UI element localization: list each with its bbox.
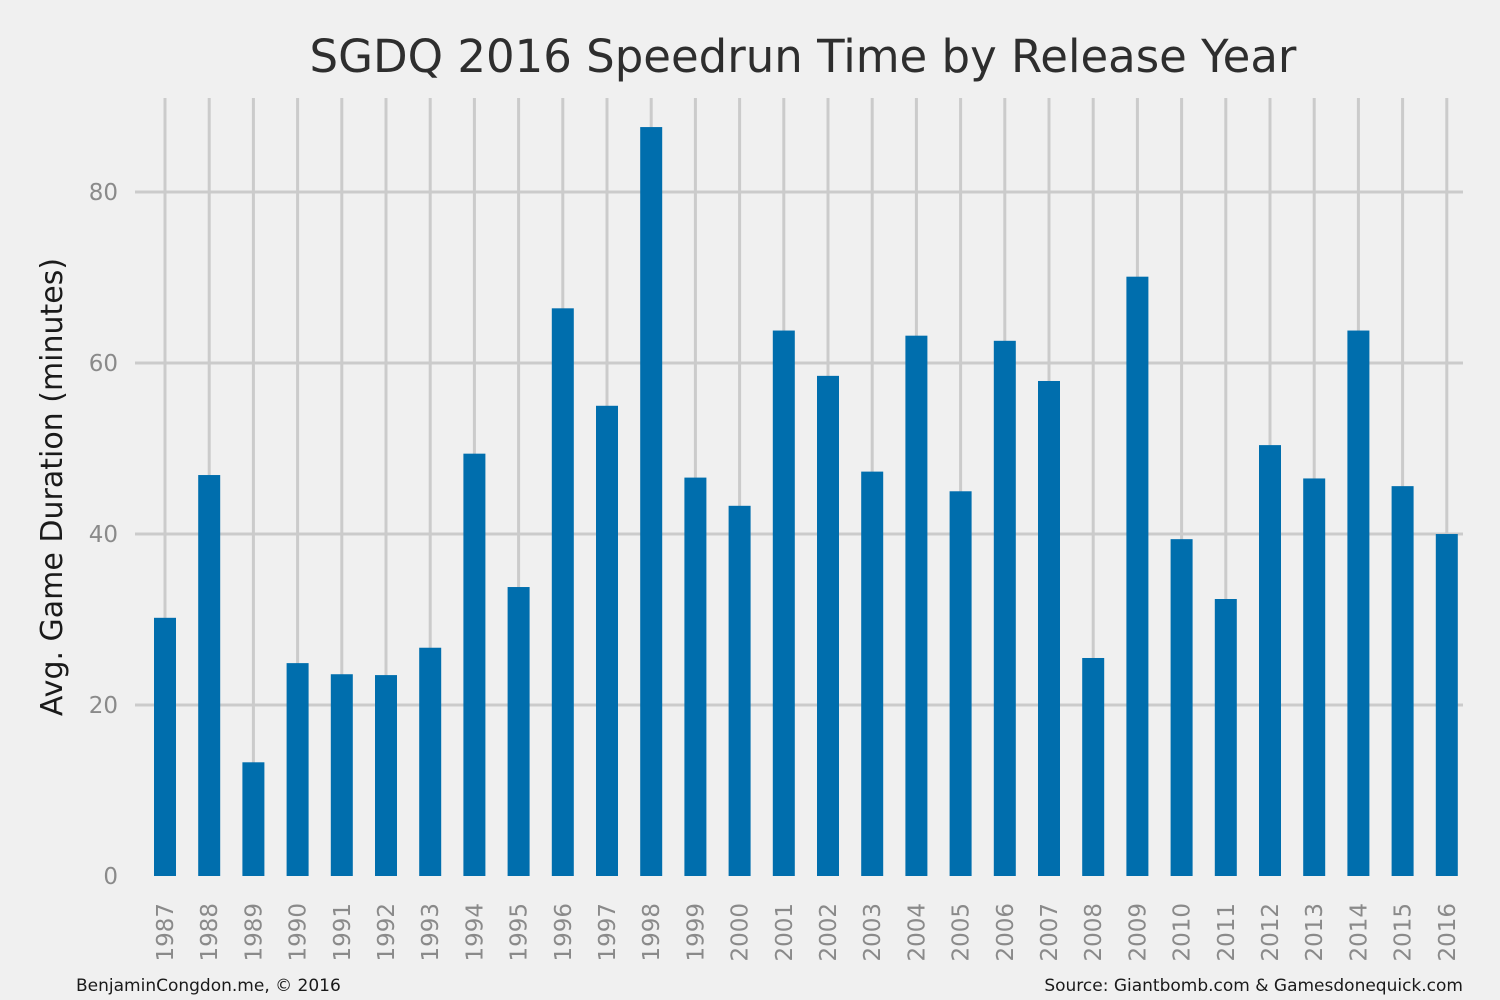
x-tick-label: 1996 — [551, 903, 577, 962]
x-tick-label: 2006 — [993, 903, 1019, 962]
bar-1988 — [198, 475, 221, 876]
bar-1994 — [463, 453, 486, 876]
bar-2007 — [1038, 380, 1060, 876]
x-tick-label: 2003 — [860, 903, 886, 962]
x-tick-label: 2009 — [1125, 903, 1151, 962]
x-tick-label: 2010 — [1170, 903, 1196, 962]
x-tick-label: 2005 — [949, 903, 975, 962]
x-tick-label: 2004 — [904, 903, 930, 962]
bar-2009 — [1126, 276, 1149, 877]
bar-2006 — [993, 340, 1016, 876]
x-tick-label: 1989 — [241, 903, 267, 962]
y-tick-label: 40 — [89, 522, 118, 548]
bar-1997 — [596, 405, 618, 876]
bar-2003 — [861, 471, 884, 876]
x-tick-label: 1987 — [153, 903, 179, 962]
bar-2011 — [1214, 598, 1237, 876]
x-tick-label: 1999 — [683, 903, 709, 962]
x-tick-label: 2011 — [1214, 903, 1240, 962]
bars — [154, 127, 1458, 877]
x-tick-label: 1994 — [462, 903, 488, 962]
x-tick-label: 2007 — [1037, 903, 1063, 962]
x-tick-label: 2012 — [1258, 903, 1284, 962]
bar-2002 — [817, 375, 839, 876]
x-tick-label: 1998 — [639, 903, 665, 962]
bar-1998 — [640, 127, 663, 877]
footer-source: Source: Giantbomb.com & Gamesdonequick.c… — [1044, 976, 1463, 996]
bar-1996 — [551, 308, 574, 876]
x-tick-label: 2008 — [1081, 903, 1107, 962]
bar-2012 — [1259, 445, 1281, 876]
x-tick-label: 2013 — [1302, 903, 1328, 962]
y-tick-label: 0 — [103, 864, 118, 890]
x-tick-label: 1990 — [286, 903, 312, 962]
x-tick-label: 1995 — [507, 903, 533, 962]
x-tick-label: 2001 — [772, 903, 798, 962]
y-tick-label: 20 — [89, 693, 118, 719]
bar-1990 — [286, 663, 309, 876]
bar-1995 — [507, 587, 530, 876]
x-tick-label: 1993 — [418, 903, 444, 962]
bar-2000 — [728, 505, 751, 876]
x-tick-label: 1991 — [330, 903, 356, 962]
x-tick-label: 2014 — [1346, 903, 1372, 962]
x-tick-label: 2002 — [816, 903, 842, 962]
x-tick-label: 1992 — [374, 903, 400, 962]
bar-1993 — [419, 647, 442, 876]
bar-2016 — [1435, 534, 1458, 876]
bar-2004 — [905, 335, 928, 877]
chart-title: SGDQ 2016 Speedrun Time by Release Year — [310, 30, 1297, 83]
x-tick-label: 1997 — [595, 903, 621, 962]
bar-1999 — [684, 477, 707, 876]
bar-2013 — [1303, 478, 1326, 876]
bar-2014 — [1347, 330, 1370, 876]
x-tick-label: 2016 — [1435, 903, 1461, 962]
y-axis-label: Avg. Game Duration (minutes) — [35, 258, 70, 716]
bar-2001 — [772, 330, 795, 876]
bar-2008 — [1082, 657, 1105, 876]
bar-1989 — [242, 762, 265, 876]
y-tick-label: 60 — [89, 351, 118, 377]
x-tick-label: 2015 — [1391, 903, 1417, 962]
bar-2010 — [1170, 539, 1193, 876]
y-tick-label: 80 — [89, 180, 118, 206]
bar-1992 — [375, 675, 397, 876]
x-tick-label: 2000 — [728, 903, 754, 962]
y-axis-ticks: 0 20 40 60 80 — [89, 180, 118, 890]
footer-credit: BenjaminCongdon.me, © 2016 — [76, 976, 341, 996]
bar-1987 — [154, 617, 176, 876]
x-tick-label: 1988 — [197, 903, 223, 962]
bar-2015 — [1391, 486, 1414, 876]
bar-1991 — [330, 674, 353, 876]
bar-2005 — [949, 491, 972, 876]
x-axis-ticks: 1987 1988 1989 1990 1991 1992 1993 1994 1995 1996… — [153, 903, 1461, 962]
